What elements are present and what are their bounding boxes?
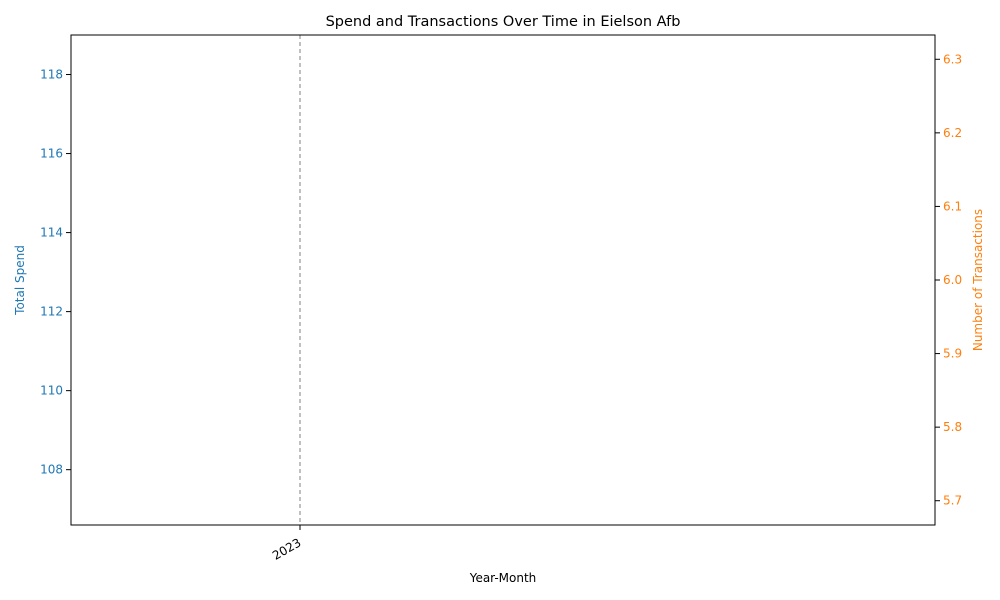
right-axis-label: Number of Transactions bbox=[971, 209, 985, 351]
left-axis-ticks: 108 110 112 114 116 118 bbox=[40, 68, 71, 477]
plot-frame bbox=[70, 34, 936, 526]
x-axis-ticks: 2023 bbox=[270, 525, 304, 563]
x-axis-label: Year-Month bbox=[469, 571, 537, 585]
left-tick-label: 114 bbox=[40, 226, 63, 240]
left-tick-label: 108 bbox=[40, 463, 63, 477]
plot-area bbox=[71, 35, 935, 525]
right-tick-label: 6.3 bbox=[943, 52, 962, 66]
right-tick-label: 5.8 bbox=[943, 420, 962, 434]
x-tick-label: 2023 bbox=[270, 535, 303, 562]
left-tick-label: 118 bbox=[40, 68, 63, 82]
left-tick-label: 110 bbox=[40, 384, 63, 398]
left-tick-label: 112 bbox=[40, 305, 63, 319]
right-tick-label: 6.1 bbox=[943, 199, 962, 213]
right-tick-label: 5.7 bbox=[943, 494, 962, 508]
right-axis-ticks: 5.7 5.8 5.9 6.0 6.1 6.2 6.3 bbox=[935, 52, 962, 508]
left-tick-label: 116 bbox=[40, 147, 63, 161]
right-tick-label: 6.0 bbox=[943, 273, 962, 287]
right-tick-label: 6.2 bbox=[943, 126, 962, 140]
right-tick-label: 5.9 bbox=[943, 347, 962, 361]
chart-title: Spend and Transactions Over Time in Eiel… bbox=[326, 14, 681, 30]
left-axis-label: Total Spend bbox=[13, 245, 27, 316]
